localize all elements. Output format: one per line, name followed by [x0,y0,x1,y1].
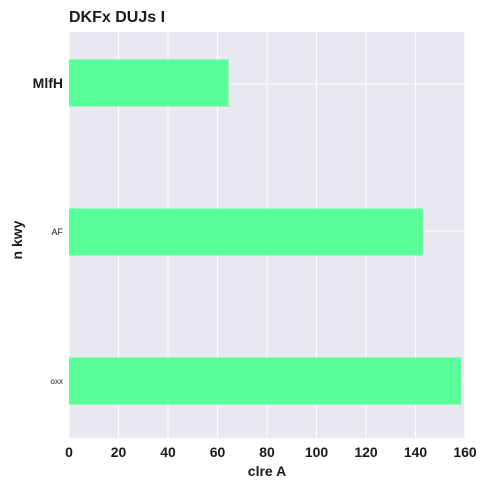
bar-1 [69,208,423,256]
x-tick-label: 160 [453,444,477,460]
y-tick-label: AF [51,227,63,237]
x-tick-label: 20 [111,444,127,460]
x-tick-label: 100 [305,444,329,460]
y-axis-label: n kwy [9,220,25,259]
x-axis-label: clre A [248,463,286,479]
chart-title: DKFx DUJs I [69,9,165,26]
x-tick-label: 120 [354,444,378,460]
x-tick-label: 140 [404,444,428,460]
bar-2 [69,357,462,405]
x-tick-labels: 0 20 40 60 80 100 120 140 160 [65,444,477,460]
bar-0 [69,59,229,107]
x-tick-label: 60 [210,444,226,460]
y-tick-label: oxx [51,377,63,386]
y-tick-label: MlfH [33,75,63,91]
bars [69,59,462,405]
x-tick-label: 80 [259,444,275,460]
x-tick-label: 40 [160,444,176,460]
x-tick-label: 0 [65,444,73,460]
y-tick-labels: MlfH AF oxx [33,75,64,386]
